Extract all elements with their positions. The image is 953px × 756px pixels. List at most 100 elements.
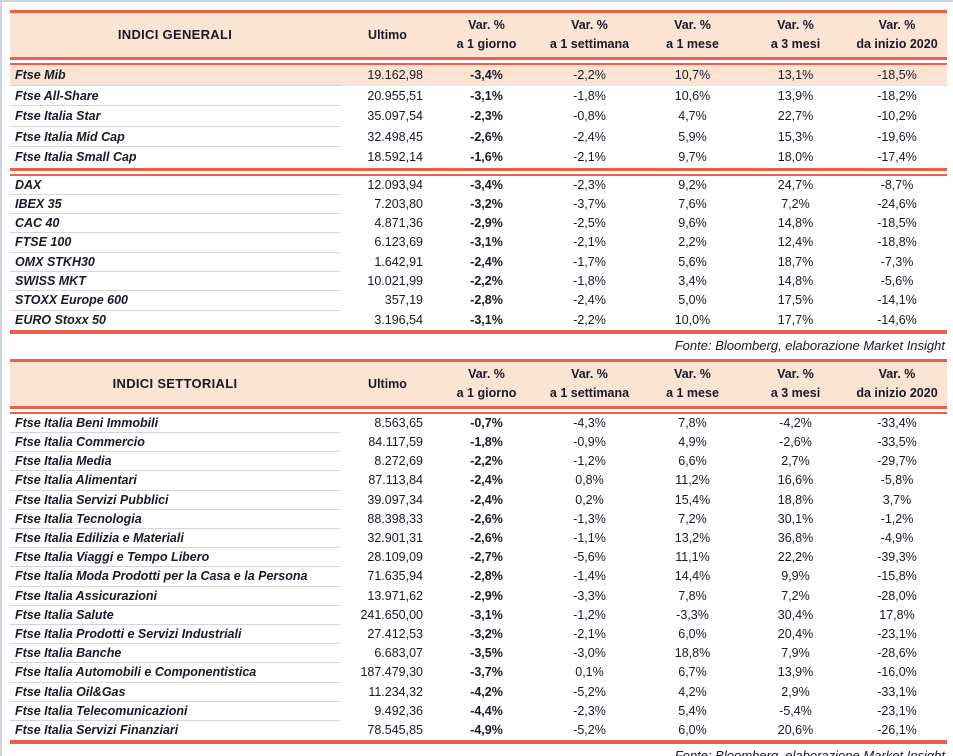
value-1m: 6,7% <box>678 665 707 680</box>
value-1m: 5,0% <box>678 293 707 308</box>
value-1w: -1,8% <box>573 88 606 103</box>
value-1w: -3,7% <box>573 196 606 211</box>
index-name: Ftse Italia Mid Cap <box>10 127 340 147</box>
value-ytd: -18,5% <box>877 216 917 231</box>
table-bottom-rule <box>10 740 947 745</box>
value-ultimo: 19.162,98 <box>367 68 423 82</box>
table-row: Ftse Italia Media 8.272,69 -2,2% -1,2% 6,6% 2… <box>10 452 947 472</box>
value-3m: 13,9% <box>777 665 814 680</box>
value-1d: -2,8% <box>470 569 503 584</box>
value-1w: -2,5% <box>573 216 606 231</box>
column-header: Var. % a 1 settimana <box>538 13 641 57</box>
column-header-line1: Var. % <box>468 366 505 381</box>
value-ytd: -28,0% <box>877 588 917 603</box>
value-3m: 14,8% <box>777 273 814 288</box>
value-1d: -2,7% <box>470 550 503 565</box>
value-3m: 18,7% <box>777 254 814 269</box>
value-ytd: -18,8% <box>877 235 917 250</box>
value-ytd: -10,2% <box>877 109 917 123</box>
value-ultimo: 88.398,33 <box>367 511 423 526</box>
value-1d: -2,4% <box>470 254 503 269</box>
value-3m: 17,5% <box>777 293 814 308</box>
value-ytd: 3,7% <box>882 492 912 507</box>
value-1d: -3,4% <box>470 177 503 192</box>
value-3m: 22,2% <box>777 550 814 565</box>
value-ultimo: 35.097,54 <box>367 109 423 123</box>
value-3m: 2,9% <box>781 684 810 699</box>
value-ultimo: 39.097,34 <box>367 492 423 507</box>
value-ytd: -5,8% <box>880 473 914 488</box>
index-name: Ftse Mib <box>10 65 340 86</box>
value-ytd: -8,7% <box>880 177 914 192</box>
column-header: Ultimo <box>340 362 435 406</box>
table-row: STOXX Europe 600 357,19 -2,8% -2,4% 5,0% 17,5… <box>10 291 947 311</box>
value-ultimo: 27.412,53 <box>367 626 423 641</box>
value-1d: -3,1% <box>470 607 503 622</box>
column-header-line2: a 3 mesi <box>770 37 821 51</box>
value-3m: 30,1% <box>777 511 814 526</box>
value-1m: 7,8% <box>678 415 707 430</box>
value-1m: 5,9% <box>678 129 707 144</box>
value-3m: 12,4% <box>777 235 814 250</box>
row-group: Ftse Mib 19.162,98 -3,4% -2,2% 10,7% 13,1% -18… <box>10 65 947 168</box>
table-row: Ftse Italia Automobili e Componentistica… <box>10 663 947 683</box>
value-3m: 13,9% <box>777 88 814 103</box>
value-1w: -5,2% <box>573 684 606 699</box>
value-3m: 16,6% <box>777 473 814 488</box>
column-header: Var. % da inizio 2020 <box>847 362 947 406</box>
value-1m: 5,6% <box>678 254 707 269</box>
table-row: Ftse Italia Commercio 84.117,59 -1,8% -0,9%… <box>10 433 947 453</box>
value-ultimo: 187.479,30 <box>360 665 423 680</box>
value-1w: -2,1% <box>573 150 606 164</box>
index-name: EURO Stoxx 50 <box>15 312 107 327</box>
index-name: Ftse Italia Beni Immobili <box>10 414 340 434</box>
value-ultimo: 9.492,36 <box>374 703 423 718</box>
table-row: Ftse Italia Servizi Finanziari 78.545,85 -… <box>10 721 947 740</box>
value-ultimo: 6.123,69 <box>374 235 423 250</box>
index-name: FTSE 100 <box>10 233 340 253</box>
index-name: Ftse Italia Servizi Pubblici <box>10 491 340 510</box>
value-1w: -0,9% <box>573 435 606 450</box>
column-header: Ultimo <box>340 13 435 57</box>
value-1m: 11,1% <box>675 550 710 565</box>
index-name: OMX STKH30 <box>10 253 340 272</box>
table-bottom-rule <box>10 329 947 334</box>
index-name: Ftse Italia Star <box>10 106 340 127</box>
value-1m: 7,2% <box>678 511 707 526</box>
value-1d: -2,9% <box>470 588 503 603</box>
value-1w: 0,2% <box>575 492 604 507</box>
index-name: CAC 40 <box>10 214 340 234</box>
indici-settoriali-table: INDICI SETTORIALI Ultimo Var. % a 1 giorno V… <box>10 358 947 756</box>
column-header: Var. % a 1 settimana <box>538 362 641 406</box>
value-1w: -3,0% <box>573 646 606 661</box>
value-1m: 4,2% <box>678 684 707 699</box>
row-group: Ftse Italia Beni Immobili 8.563,65 -0,7% -4… <box>10 414 947 740</box>
column-header-line1: Var. % <box>777 18 814 32</box>
value-1m: 4,7% <box>678 109 707 123</box>
value-1w: -2,1% <box>573 626 606 641</box>
value-1d: -2,6% <box>470 531 503 545</box>
value-1w: -2,4% <box>573 293 606 308</box>
table-row: Ftse Italia Mid Cap 32.498,45 -2,6% -2,4% 5,… <box>10 127 947 147</box>
value-1d: -2,4% <box>470 473 503 488</box>
table-row: Ftse Italia Small Cap 18.592,14 -1,6% -2,1%… <box>10 147 947 168</box>
table-row: CAC 40 4.871,36 -2,9% -2,5% 9,6% 14,8% -18,5% <box>10 214 947 234</box>
value-1m: 10,7% <box>674 68 711 82</box>
value-1w: -1,7% <box>573 254 606 269</box>
value-ytd: -29,7% <box>877 454 917 469</box>
value-1w: -3,3% <box>573 588 606 603</box>
value-ultimo: 28.109,09 <box>367 550 423 565</box>
table-row: Ftse Italia Salute 241.650,00 -3,1% -1,2% -3… <box>10 606 947 625</box>
value-1w: 0,1% <box>575 665 604 680</box>
value-3m: -5,4% <box>779 703 812 718</box>
table-header-row: INDICI SETTORIALI Ultimo Var. % a 1 giorno V… <box>10 361 947 406</box>
value-ytd: 17,8% <box>879 607 915 622</box>
column-header-line1: Var. % <box>878 366 916 381</box>
value-ytd: -15,8% <box>877 569 917 584</box>
value-1d: -2,6% <box>470 129 503 144</box>
value-1m: 6,0% <box>678 722 707 737</box>
column-header-line1: Var. % <box>571 18 608 32</box>
value-1w: -0,8% <box>573 109 606 123</box>
column-header: Var. % a 1 mese <box>641 362 744 406</box>
value-1d: -1,8% <box>470 435 503 450</box>
